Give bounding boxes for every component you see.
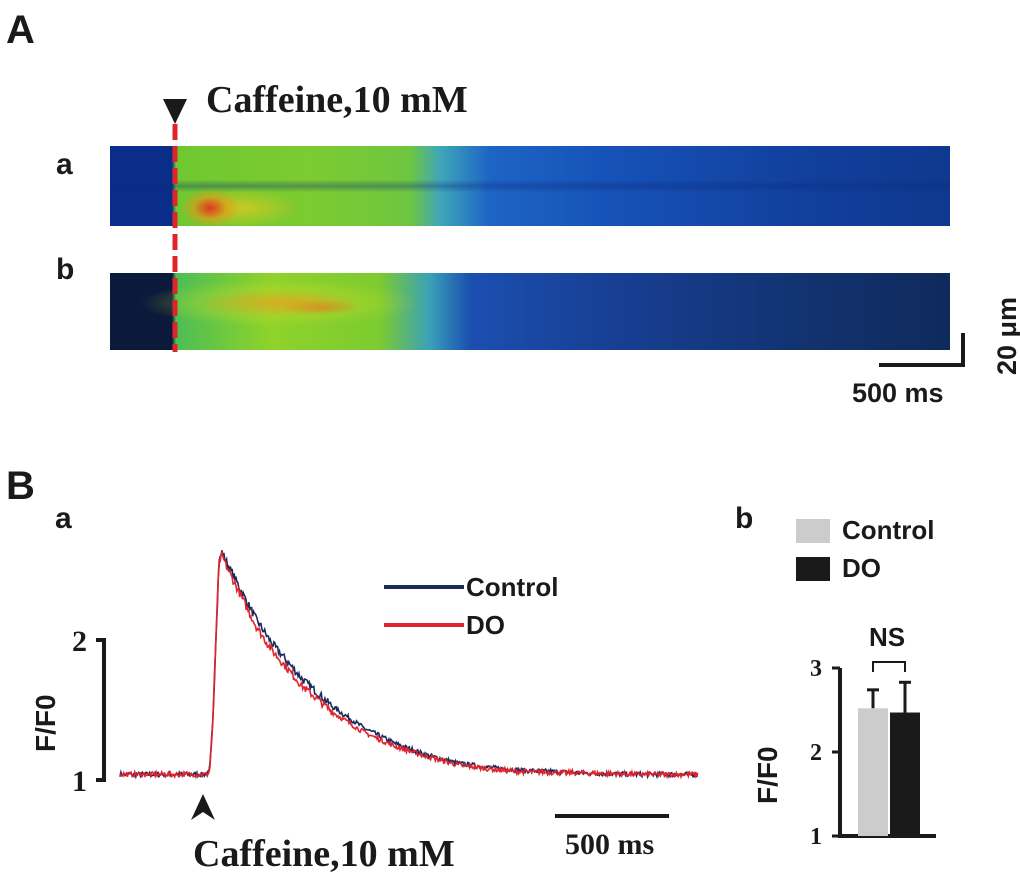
panel-b-letter: B: [6, 464, 35, 508]
panel-a-letter: A: [6, 8, 35, 52]
panel-a-scale-bar: [879, 333, 965, 367]
fluorescence-trace-chart: 12: [72, 550, 699, 798]
trace-legend-do-swatch: [384, 623, 464, 627]
row-a-label: a: [56, 148, 73, 181]
stimulus-arrowhead-b: [191, 794, 215, 820]
panel-b-time-scale-label: 500 ms: [565, 828, 655, 861]
bar-legend-control-label: Control: [842, 515, 935, 545]
panel-a-time-scale-label: 500 ms: [852, 378, 944, 408]
trace-y-axis-label: F/F0: [30, 694, 61, 752]
trace-y-tick-label: 1: [72, 765, 87, 798]
trace-legend-control-label: Control: [466, 572, 559, 602]
linescan-image-control: [110, 146, 950, 226]
bar-legend-control-swatch: [796, 519, 830, 543]
peak-bar-chart: 1 2 3: [810, 656, 936, 850]
bar-control: [858, 708, 888, 836]
trace-y-tick-label: 2: [72, 625, 87, 658]
panel-a-space-scale-label: 20 μm: [992, 296, 1020, 375]
panel-b-stimulus-label: Caffeine,10 mM: [193, 833, 455, 875]
bar-y-axis-label: F/F0: [752, 746, 783, 804]
row-b-label: b: [56, 253, 75, 286]
bar-legend-do-label: DO: [842, 553, 881, 583]
panel-a-stimulus-label: Caffeine,10 mM: [206, 79, 468, 121]
bar-significance-bracket: [872, 661, 906, 672]
trace-legend-control-swatch: [384, 585, 464, 589]
trace-line-do: [119, 550, 699, 780]
stimulus-arrowhead-a: [163, 99, 187, 124]
bar-legend-do-swatch: [796, 557, 830, 581]
bar-do: [890, 712, 920, 836]
bar-annotation-ns: NS: [869, 622, 906, 652]
panel-b-b-label: b: [735, 502, 754, 535]
bar-y-tick-label: 1: [810, 824, 822, 850]
bar-y-tick-label: 2: [810, 740, 822, 766]
panel-b-a-label: a: [55, 502, 72, 535]
trace-legend-do-label: DO: [466, 610, 505, 640]
stimulus-marker-line: [172, 124, 178, 352]
panel-b-scale-bar: [555, 814, 669, 818]
bar-y-tick-label: 3: [810, 656, 822, 682]
linescan-image-do: [110, 273, 950, 350]
